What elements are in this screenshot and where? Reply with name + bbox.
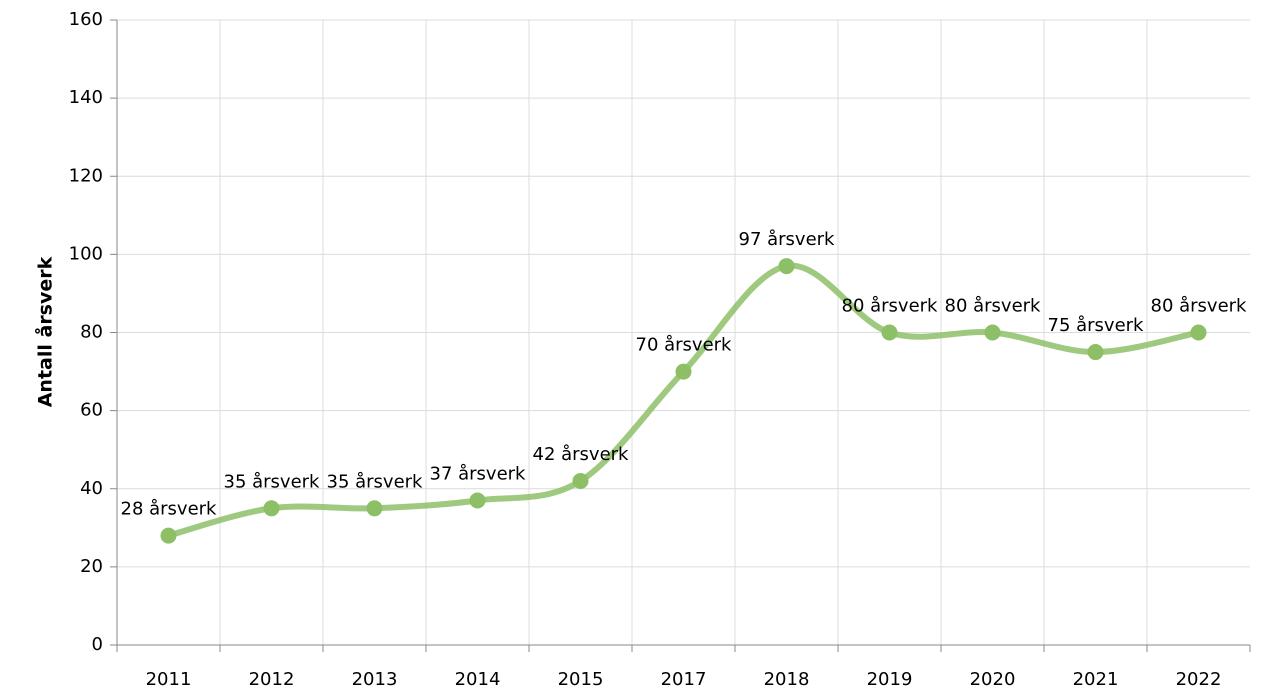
data-label: 37 årsverk [430, 463, 527, 484]
y-axis-label: Antall årsverk [33, 256, 57, 407]
data-label: 42 årsverk [533, 444, 630, 465]
y-tick-label: 120 [69, 165, 103, 186]
x-tick-label: 2013 [352, 669, 398, 690]
data-label: 97 årsverk [739, 229, 836, 250]
data-label: 28 årsverk [121, 499, 218, 520]
x-tick-label: 2015 [558, 669, 604, 690]
data-label: 80 årsverk [842, 296, 939, 317]
point [984, 324, 1001, 341]
point [160, 527, 177, 544]
x-tick-label: 2017 [661, 669, 707, 690]
data-label: 80 årsverk [945, 296, 1042, 317]
point [1190, 324, 1207, 341]
y-tick-label: 80 [80, 322, 103, 343]
x-tick-label: 2019 [867, 669, 913, 690]
y-tick-label: 20 [80, 556, 103, 577]
x-tick-label: 2020 [970, 669, 1016, 690]
point [778, 258, 795, 275]
y-tick-label: 60 [80, 400, 103, 421]
x-tick-label: 2022 [1176, 669, 1222, 690]
data-label: 35 årsverk [224, 471, 321, 492]
y-tick-label: 40 [80, 478, 103, 499]
point [881, 324, 898, 341]
point [366, 500, 383, 517]
data-label: 70 årsverk [636, 335, 733, 356]
point [675, 363, 692, 380]
y-tick-label: 160 [69, 9, 103, 30]
y-tick-label: 0 [92, 634, 103, 655]
y-tick-label: 100 [69, 243, 103, 264]
x-tick-label: 2018 [764, 669, 810, 690]
point [572, 472, 589, 489]
y-tick-label: 140 [69, 87, 103, 108]
point [263, 500, 280, 517]
data-label: 35 årsverk [327, 471, 424, 492]
point [469, 492, 486, 509]
point [1087, 344, 1104, 361]
data-label: 80 årsverk [1151, 296, 1248, 317]
x-tick-label: 2021 [1073, 669, 1119, 690]
x-tick-label: 2011 [146, 669, 192, 690]
x-tick-label: 2014 [455, 669, 501, 690]
x-tick-label: 2012 [249, 669, 295, 690]
data-label: 75 årsverk [1048, 315, 1145, 336]
